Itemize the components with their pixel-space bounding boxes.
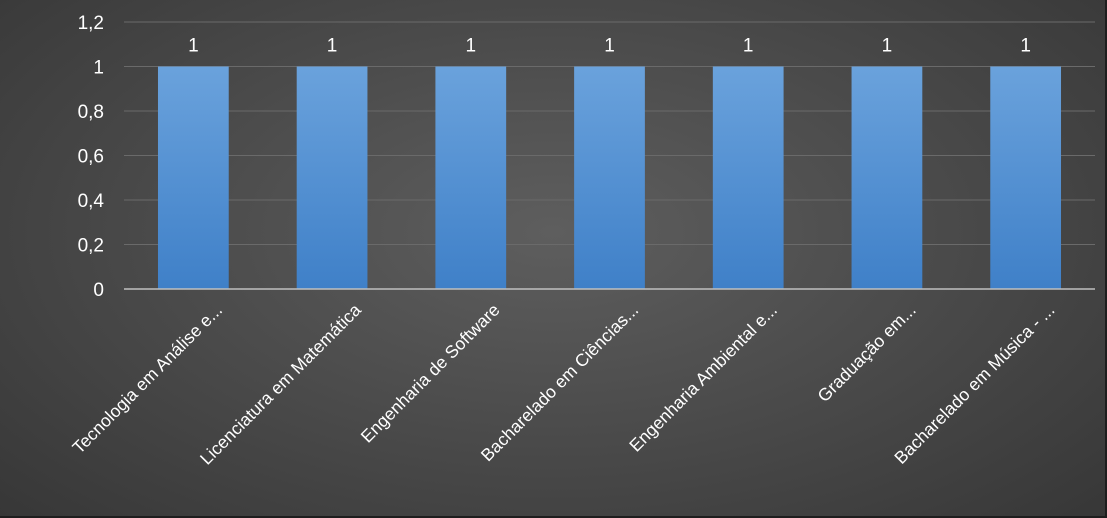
bar (435, 67, 506, 290)
bar (713, 67, 784, 290)
bar (852, 67, 923, 290)
data-label: 1 (188, 36, 199, 57)
y-tick-label: 1,2 (78, 13, 104, 34)
category-label: Licenciatura em Matemática (196, 300, 365, 469)
data-label: 1 (604, 36, 615, 57)
bar (574, 67, 645, 290)
bar (990, 67, 1061, 290)
data-label: 1 (882, 36, 893, 57)
data-label: 1 (327, 36, 338, 57)
y-tick-label: 0,4 (78, 191, 105, 212)
bars (158, 67, 1061, 290)
data-label: 1 (1020, 36, 1031, 57)
y-tick-label: 0,8 (78, 102, 104, 123)
y-tick-label: 1 (93, 58, 104, 79)
data-label: 1 (743, 36, 754, 57)
y-tick-label: 0,2 (78, 236, 104, 257)
data-label: 1 (465, 36, 476, 57)
y-tick-label: 0,6 (78, 147, 104, 168)
category-label: Bacharelado em Ciências... (477, 300, 642, 465)
category-label: Bacharelado em Música - ... (890, 300, 1058, 468)
x-axis-category-labels: Tecnologia em Análise e...Licenciatura e… (68, 300, 1058, 469)
category-label: Engenharia Ambiental e... (625, 300, 781, 456)
bar (297, 67, 368, 290)
y-axis-tick-labels: 0 0,2 0,4 0,6 0,8 1 1,2 (78, 13, 105, 301)
bar (158, 67, 229, 290)
data-labels: 1 1 1 1 1 1 1 (188, 36, 1031, 57)
category-label: Graduação em... (813, 300, 919, 406)
category-label: Tecnologia em Análise e... (68, 300, 226, 458)
y-tick-label: 0 (93, 280, 104, 301)
category-label: Engenharia de Software (357, 300, 504, 447)
